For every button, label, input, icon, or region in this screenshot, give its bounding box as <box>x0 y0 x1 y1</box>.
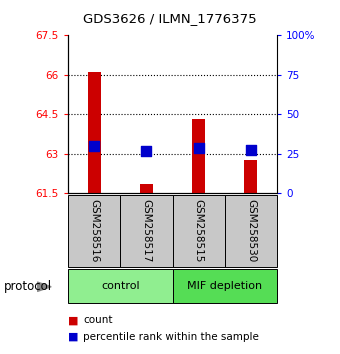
Text: GSM258517: GSM258517 <box>141 199 151 263</box>
Bar <box>140 184 153 193</box>
Text: ■: ■ <box>68 315 79 325</box>
Text: ■: ■ <box>68 332 79 342</box>
Text: control: control <box>101 281 140 291</box>
Text: percentile rank within the sample: percentile rank within the sample <box>83 332 259 342</box>
Text: GSM258516: GSM258516 <box>89 199 99 263</box>
Text: GSM258530: GSM258530 <box>246 199 256 263</box>
Bar <box>88 72 101 193</box>
Text: protocol: protocol <box>3 280 52 293</box>
Polygon shape <box>37 282 51 291</box>
Bar <box>192 119 205 193</box>
Text: MIF depletion: MIF depletion <box>187 281 262 291</box>
Bar <box>244 160 257 193</box>
Point <box>196 145 201 151</box>
Point <box>91 143 97 149</box>
Text: count: count <box>83 315 113 325</box>
Text: GSM258515: GSM258515 <box>194 199 204 263</box>
Text: GDS3626 / ILMN_1776375: GDS3626 / ILMN_1776375 <box>83 12 257 25</box>
Point <box>248 147 254 153</box>
Point <box>144 148 149 154</box>
